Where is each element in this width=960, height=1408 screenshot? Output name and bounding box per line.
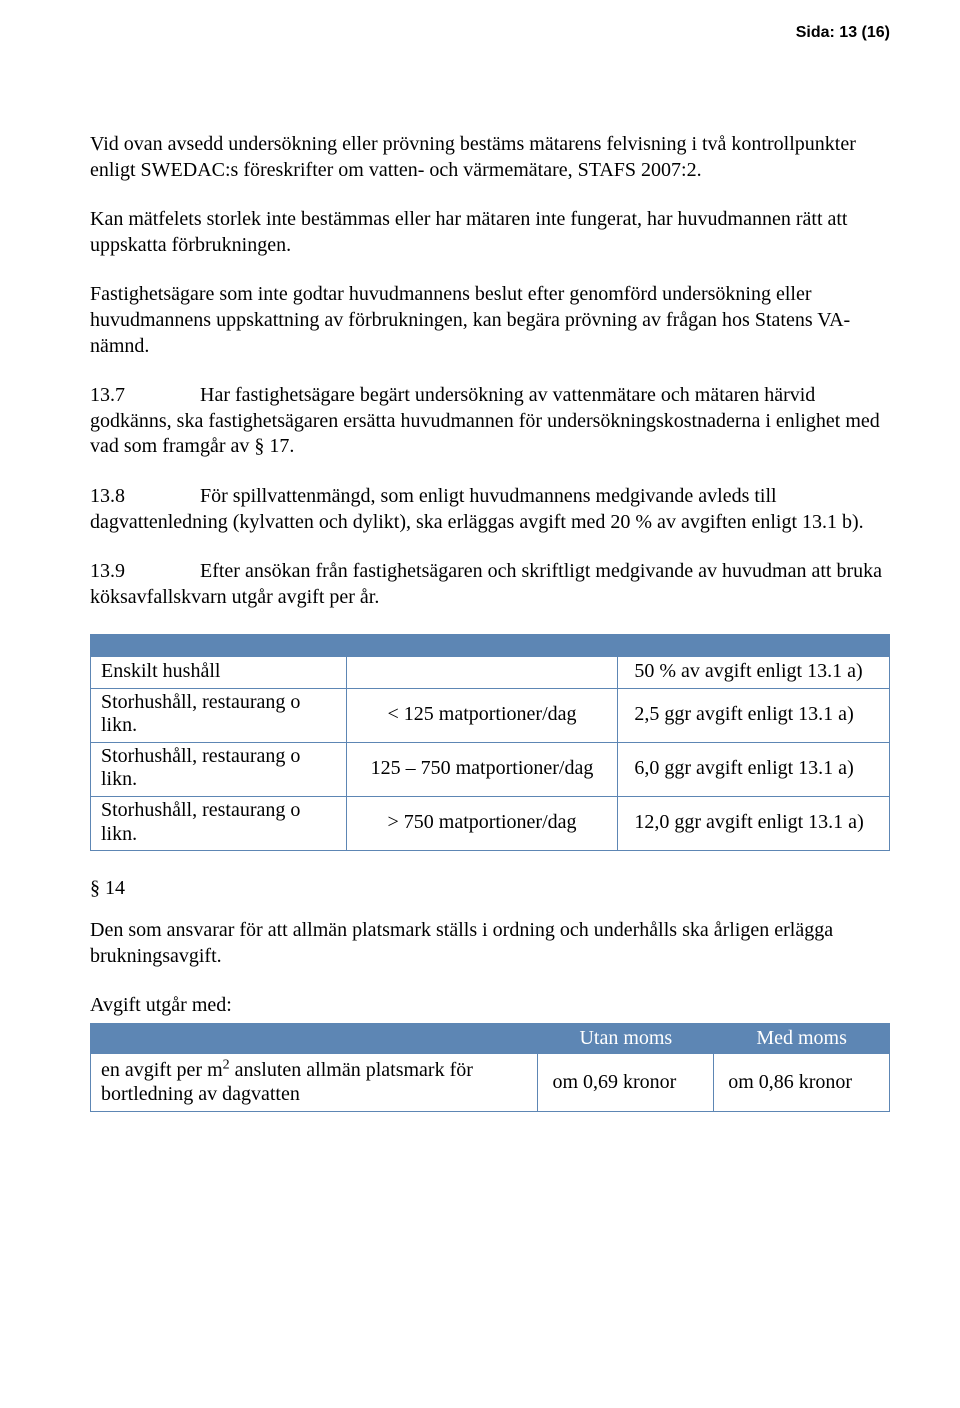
table-header-cell	[91, 1024, 538, 1054]
table-cell: 2,5 ggr avgift enligt 13.1 a)	[618, 688, 890, 742]
table-cell: Storhushåll, restaurang o likn.	[91, 688, 347, 742]
table-cell: 6,0 ggr avgift enligt 13.1 a)	[618, 742, 890, 796]
section-14-paragraph: Den som ansvarar för att allmän platsmar…	[90, 918, 890, 969]
table2-lead: Avgift utgår med:	[90, 993, 890, 1019]
table-header-cell: Med moms	[714, 1024, 890, 1054]
table-cell: > 750 matportioner/dag	[346, 797, 618, 851]
table-row: en avgift per m2 ansluten allmän platsma…	[91, 1054, 890, 1112]
fee-table: Enskilt hushåll 50 % av avgift enligt 13…	[90, 634, 890, 851]
paragraph-3: Fastighetsägare som inte godtar huvudman…	[90, 282, 890, 359]
table-cell: Storhushåll, restaurang o likn.	[91, 742, 347, 796]
table-cell: 50 % av avgift enligt 13.1 a)	[618, 657, 890, 688]
clause-13-8: 13.8För spillvattenmängd, som enligt huv…	[90, 484, 890, 535]
section-14-heading: § 14	[90, 877, 890, 900]
clause-number: 13.8	[90, 484, 200, 510]
table-cell: < 125 matportioner/dag	[346, 688, 618, 742]
clause-13-9: 13.9Efter ansökan från fastighetsägaren …	[90, 559, 890, 610]
table-cell: om 0,69 kronor	[538, 1054, 714, 1112]
table-header-row: Utan moms Med moms	[91, 1024, 890, 1054]
table-cell: 125 – 750 matportioner/dag	[346, 742, 618, 796]
clause-number: 13.9	[90, 559, 200, 585]
clause-text: För spillvattenmängd, som enligt huvudma…	[90, 485, 864, 533]
table-row: Storhushåll, restaurang o likn. < 125 ma…	[91, 688, 890, 742]
table-cell: 12,0 ggr avgift enligt 13.1 a)	[618, 797, 890, 851]
paragraph-2: Kan mätfelets storlek inte bestämmas ell…	[90, 207, 890, 258]
table-cell: Enskilt hushåll	[91, 657, 347, 688]
clause-text: Efter ansökan från fastighetsägaren och …	[90, 560, 882, 608]
table-cell: om 0,86 kronor	[714, 1054, 890, 1112]
page-number-header: Sida: 13 (16)	[90, 24, 890, 42]
document-page: Sida: 13 (16) Vid ovan avsedd undersökni…	[0, 0, 960, 1408]
paragraph-1: Vid ovan avsedd undersökning eller prövn…	[90, 132, 890, 183]
table-header-cell: Utan moms	[538, 1024, 714, 1054]
table-cell-desc: en avgift per m2 ansluten allmän platsma…	[91, 1054, 538, 1112]
table-header-row	[91, 635, 890, 657]
clause-13-7: 13.7Har fastighetsägare begärt undersökn…	[90, 383, 890, 460]
table-cell	[346, 657, 618, 688]
table-row: Storhushåll, restaurang o likn. > 750 ma…	[91, 797, 890, 851]
rate-table: Utan moms Med moms en avgift per m2 ansl…	[90, 1023, 890, 1112]
table-row: Enskilt hushåll 50 % av avgift enligt 13…	[91, 657, 890, 688]
clause-text: Har fastighetsägare begärt undersökning …	[90, 384, 880, 457]
table-cell: Storhushåll, restaurang o likn.	[91, 797, 347, 851]
clause-number: 13.7	[90, 383, 200, 409]
table-row: Storhushåll, restaurang o likn. 125 – 75…	[91, 742, 890, 796]
